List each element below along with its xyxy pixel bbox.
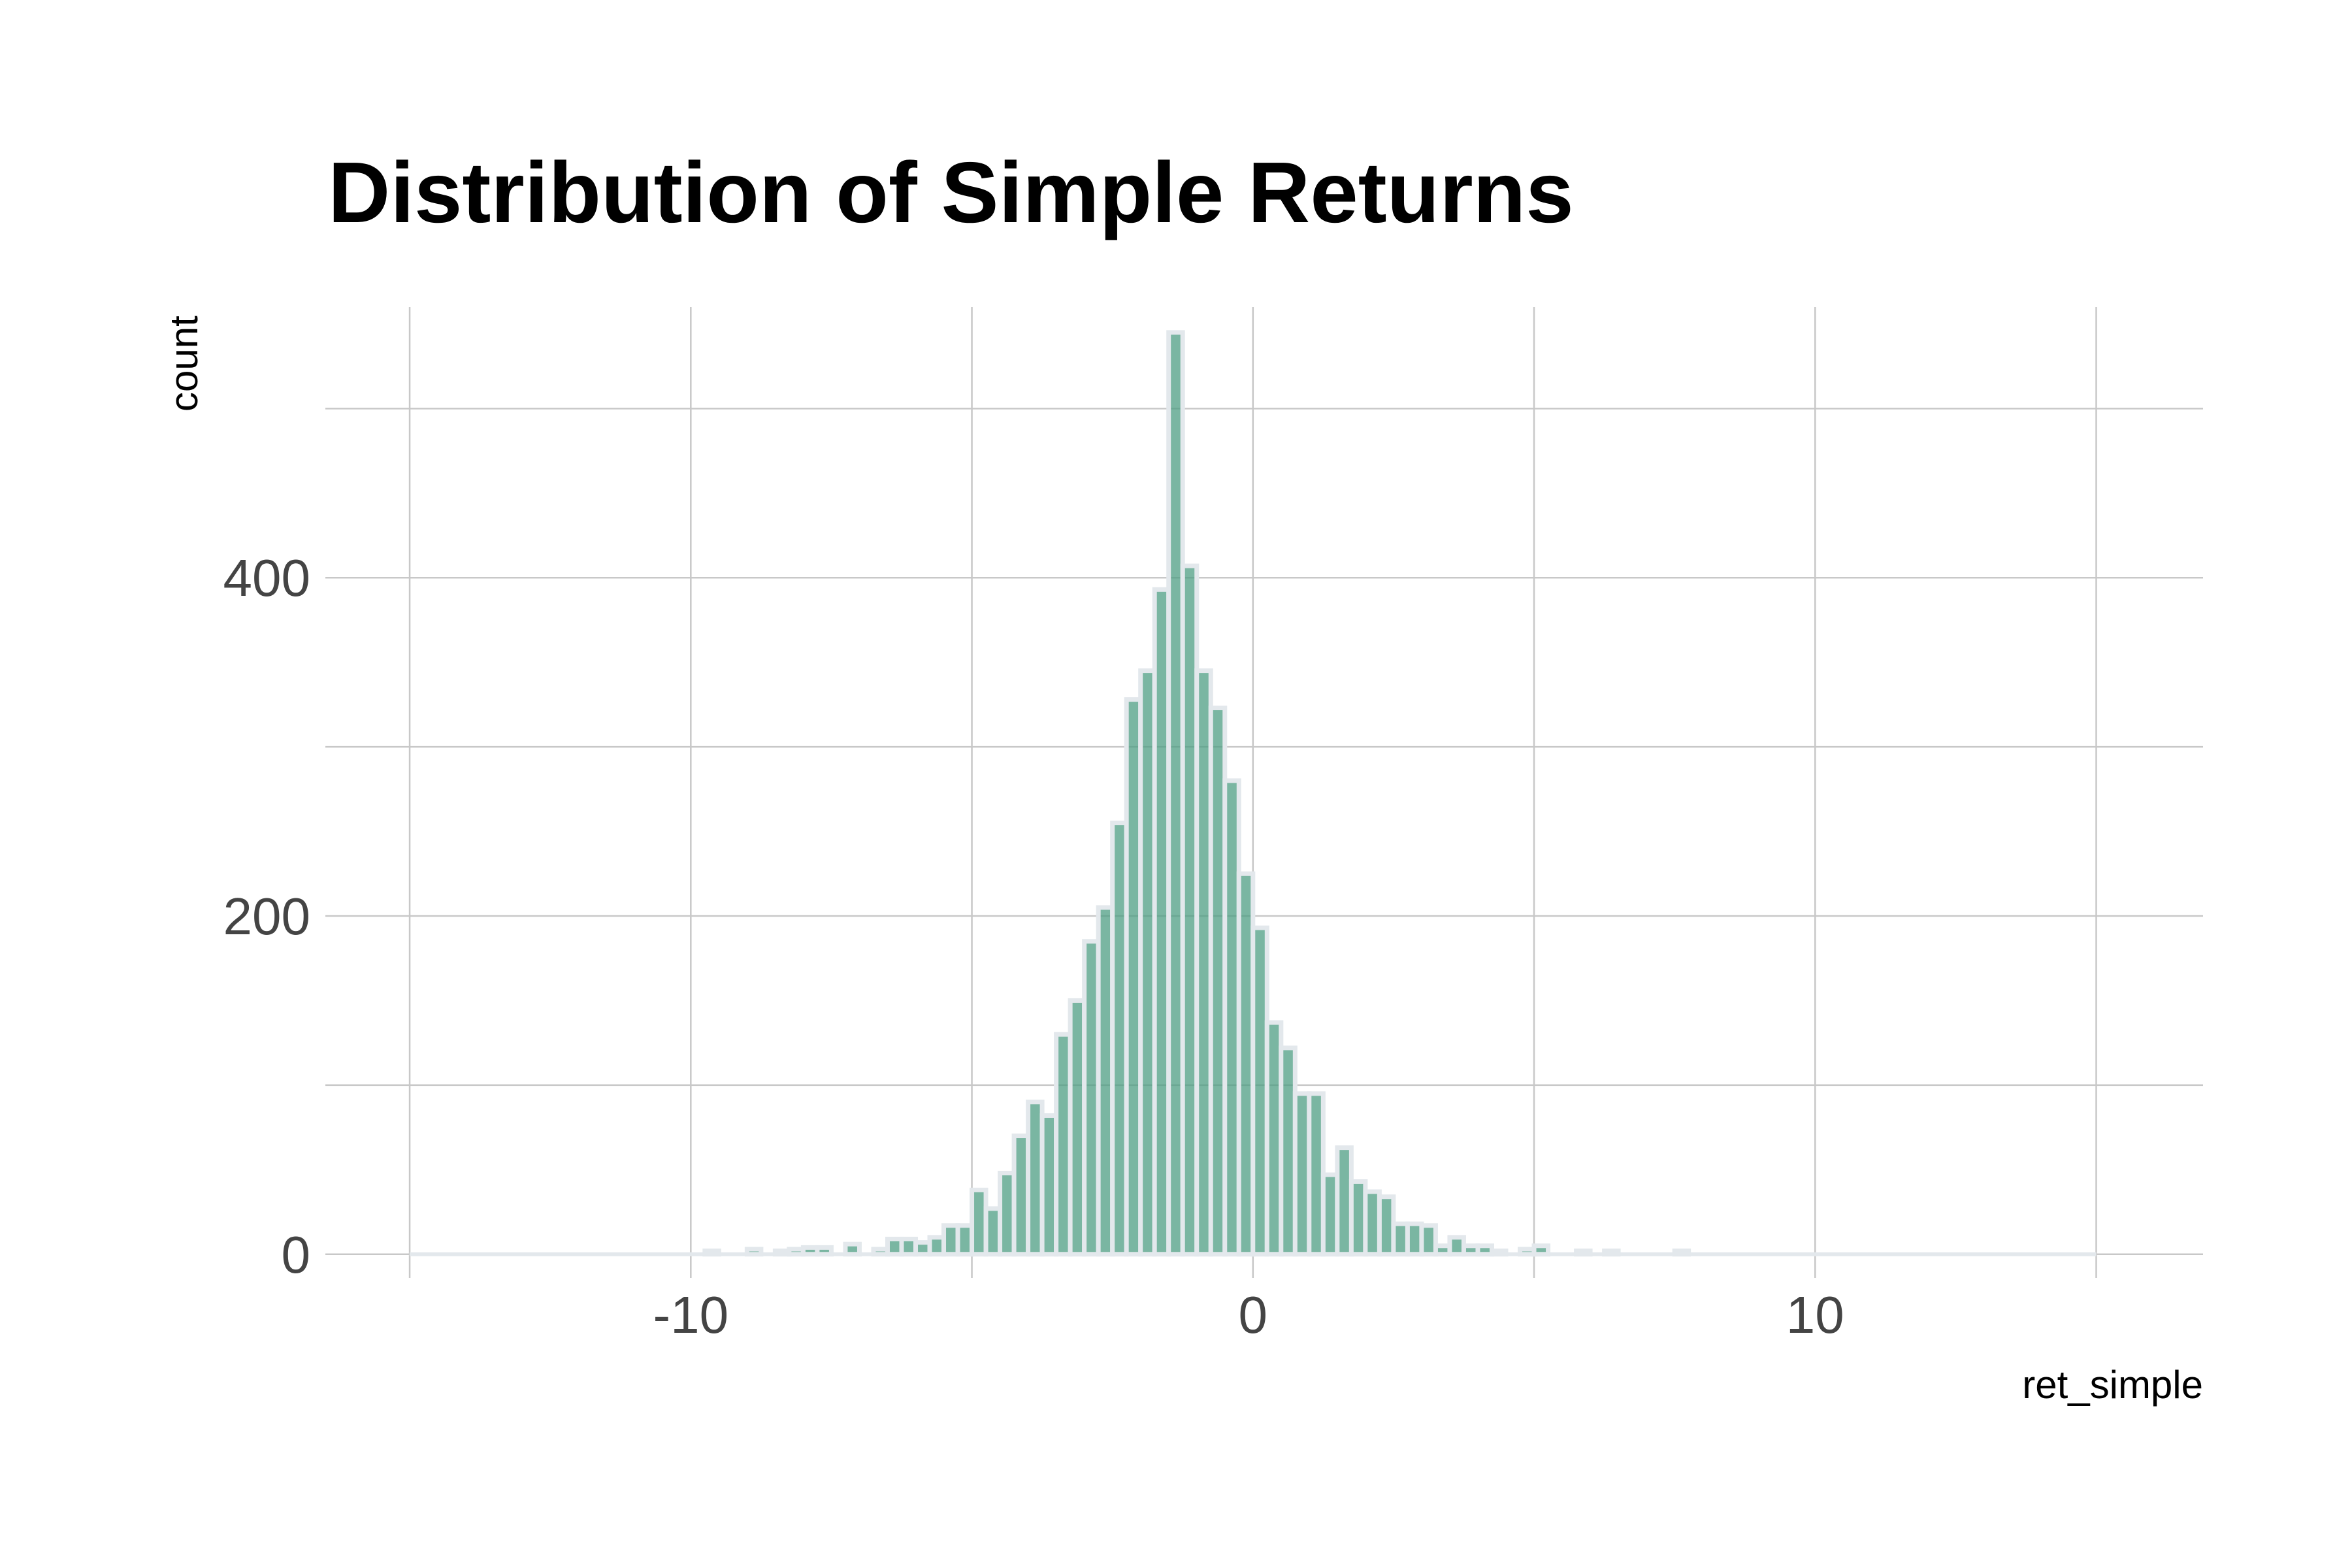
x-tick-label: -10	[653, 1286, 728, 1344]
y-tick-label: 0	[282, 1226, 311, 1284]
baseline-strip	[410, 1252, 2097, 1256]
y-axis-title: count	[162, 316, 206, 412]
x-axis-title: ret_simple	[2022, 1363, 2203, 1407]
x-tick-label: 10	[1786, 1286, 1844, 1344]
y-tick-label: 200	[223, 887, 310, 945]
histogram-bars	[410, 330, 2097, 1257]
x-tick-label: 0	[1239, 1286, 1268, 1344]
chart-title: Distribution of Simple Returns	[328, 144, 1574, 240]
y-tick-label: 400	[223, 549, 310, 607]
